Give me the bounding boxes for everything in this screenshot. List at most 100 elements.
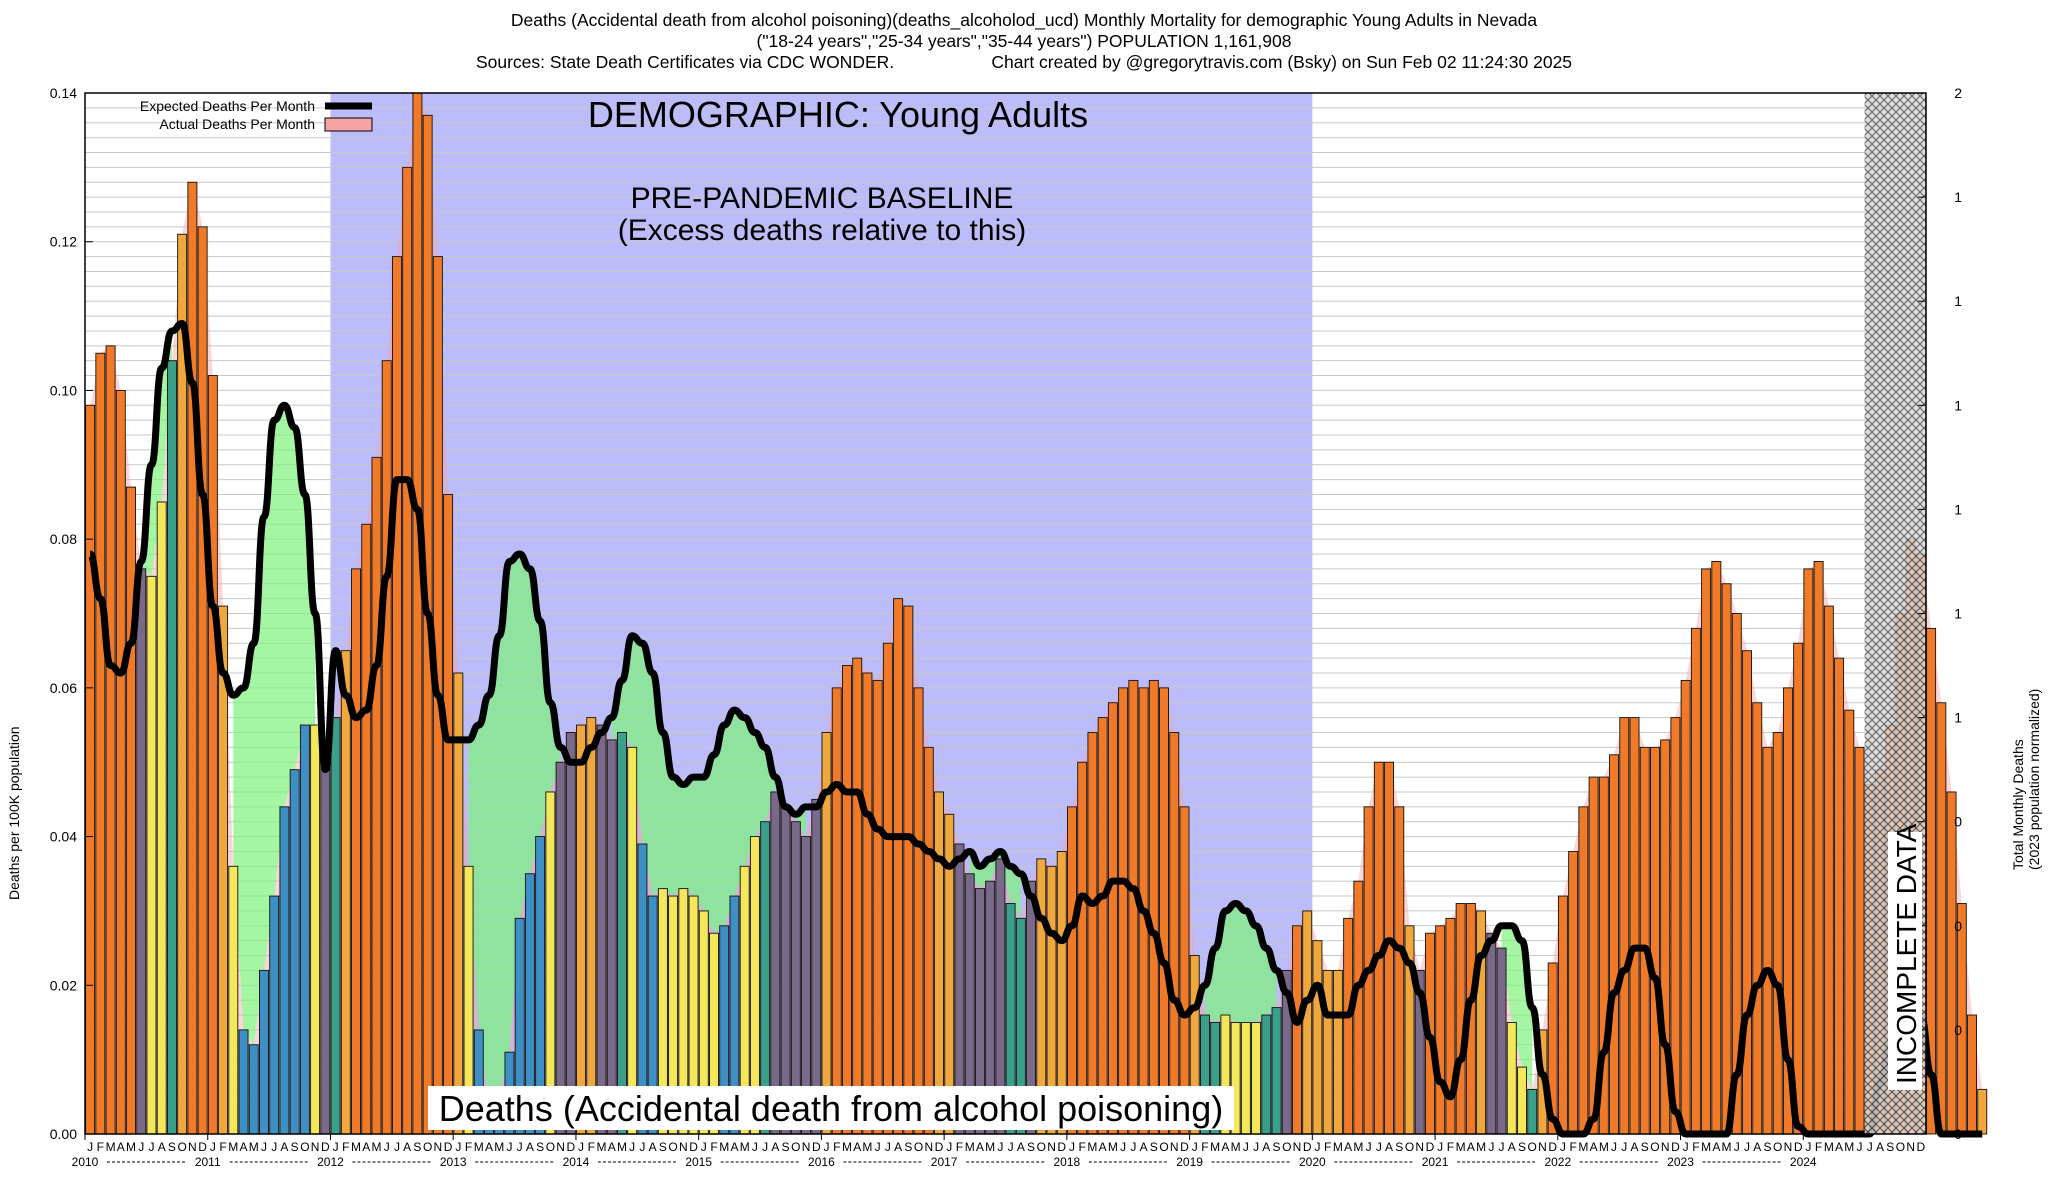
- bar: [1261, 1014, 1272, 1135]
- month-label: S: [291, 1140, 299, 1154]
- y-tick-label: 0.06: [50, 680, 77, 696]
- year-label: 2023: [1667, 1155, 1694, 1169]
- month-label: J: [1805, 1140, 1811, 1154]
- month-label: N: [802, 1140, 811, 1154]
- bar: [1097, 717, 1108, 1135]
- month-label: A: [526, 1140, 534, 1154]
- bar: [872, 679, 883, 1135]
- bar: [1179, 806, 1190, 1135]
- month-label: N: [1293, 1140, 1302, 1154]
- bar: [361, 523, 372, 1135]
- bar: [1701, 568, 1712, 1135]
- month-label: D: [812, 1140, 821, 1154]
- month-label: M: [1333, 1140, 1343, 1154]
- bar: [166, 360, 177, 1135]
- month-label: D: [1794, 1140, 1803, 1154]
- month-label: A: [1835, 1140, 1843, 1154]
- demographic-annotation: DEMOGRAPHIC: Young Adults: [588, 94, 1088, 135]
- bar: [279, 806, 290, 1135]
- month-label: F: [1324, 1140, 1331, 1154]
- below-expected-fill: [141, 330, 1533, 1105]
- bar: [1312, 940, 1323, 1135]
- bar: [1087, 732, 1098, 1135]
- month-label: A: [1876, 1140, 1884, 1154]
- month-label: D: [1671, 1140, 1680, 1154]
- bar: [259, 969, 269, 1135]
- month-label: A: [403, 1140, 411, 1154]
- month-label: F: [956, 1140, 963, 1154]
- month-label: A: [280, 1140, 288, 1154]
- year-label: 2017: [931, 1155, 958, 1169]
- month-label: M: [862, 1140, 872, 1154]
- month-label: A: [1221, 1140, 1229, 1154]
- month-label: J: [639, 1140, 645, 1154]
- bar: [95, 352, 106, 1135]
- month-label: J: [1069, 1140, 1075, 1154]
- month-label: M: [1087, 1140, 1097, 1154]
- bar: [1506, 1022, 1517, 1135]
- month-label: M: [985, 1140, 995, 1154]
- month-label: J: [1376, 1140, 1382, 1154]
- month-label: J: [1130, 1140, 1136, 1154]
- month-label: D: [1917, 1140, 1926, 1154]
- month-label: M: [371, 1140, 381, 1154]
- incomplete-label-bg: [1888, 832, 1922, 1090]
- y-tick-label: 0.02: [50, 977, 77, 993]
- month-label: A: [485, 1140, 493, 1154]
- month-label: A: [1712, 1140, 1720, 1154]
- month-label: N: [1415, 1140, 1424, 1154]
- bar: [1946, 791, 1957, 1135]
- month-label: S: [659, 1140, 667, 1154]
- month-label: J: [138, 1140, 144, 1154]
- month-label: A: [1140, 1140, 1148, 1154]
- bar: [842, 665, 852, 1135]
- y-tick-label: 0.10: [50, 382, 77, 398]
- bar: [1639, 746, 1650, 1135]
- month-label: S: [1518, 1140, 1526, 1154]
- bar: [1629, 717, 1640, 1135]
- month-label: M: [494, 1140, 504, 1154]
- month-label: N: [188, 1140, 197, 1154]
- month-label: S: [1886, 1140, 1894, 1154]
- year-label: 2010: [72, 1155, 99, 1169]
- month-label: F: [342, 1140, 349, 1154]
- chart-source: Sources: State Death Certificates via CD…: [475, 52, 895, 72]
- month-label: O: [1528, 1140, 1537, 1154]
- bar: [207, 375, 218, 1135]
- month-label: A: [649, 1140, 657, 1154]
- month-label: D: [1303, 1140, 1312, 1154]
- month-label: J: [629, 1140, 635, 1154]
- chart-credit: Chart created by @gregorytravis.com (Bsk…: [991, 52, 1573, 72]
- y-tick-label: 0.14: [50, 85, 77, 101]
- month-label: S: [168, 1140, 176, 1154]
- month-label: S: [536, 1140, 544, 1154]
- month-label: M: [1578, 1140, 1588, 1154]
- month-label: F: [588, 1140, 595, 1154]
- bar: [1302, 910, 1313, 1135]
- month-label: O: [423, 1140, 432, 1154]
- month-label: D: [935, 1140, 944, 1154]
- year-label: 2015: [685, 1155, 712, 1169]
- month-label: J: [261, 1140, 267, 1154]
- month-label: J: [1437, 1140, 1443, 1154]
- month-label: J: [1008, 1140, 1014, 1154]
- bar: [156, 501, 167, 1135]
- bar: [586, 717, 597, 1135]
- month-label: M: [1844, 1140, 1854, 1154]
- month-label: J: [1314, 1140, 1320, 1154]
- month-label: A: [1344, 1140, 1352, 1154]
- bar: [1159, 687, 1169, 1135]
- month-label: J: [1611, 1140, 1617, 1154]
- bar: [1527, 1088, 1538, 1135]
- bar: [1752, 702, 1763, 1135]
- month-label: J: [997, 1140, 1003, 1154]
- month-label: S: [1027, 1140, 1035, 1154]
- month-label: M: [1701, 1140, 1711, 1154]
- month-label: S: [1395, 1140, 1403, 1154]
- month-label: A: [1099, 1140, 1107, 1154]
- bar: [1148, 679, 1159, 1135]
- bar: [1936, 702, 1947, 1135]
- month-label: J: [885, 1140, 891, 1154]
- chart-subtitle: ("18-24 years","25-34 years","35-44 year…: [756, 31, 1292, 51]
